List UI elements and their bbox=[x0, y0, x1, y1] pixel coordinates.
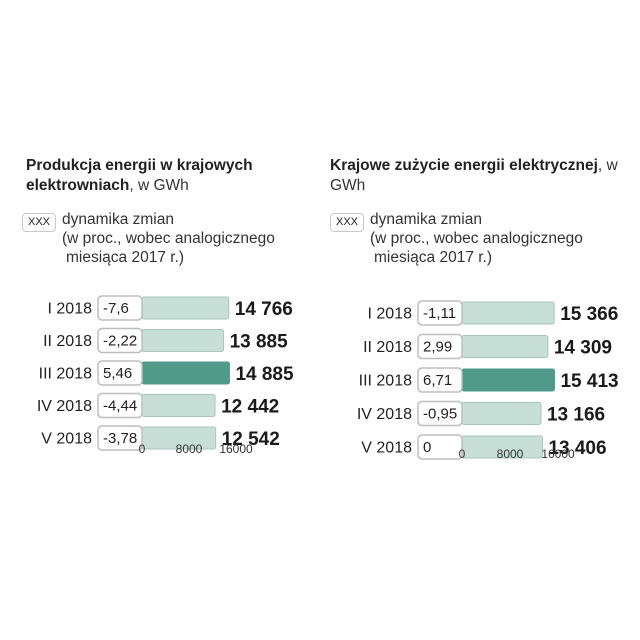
bar-row: IV 2018 -4,44 12 442 bbox=[37, 392, 279, 419]
legend-line-3: miesiąca 2017 r.) bbox=[66, 249, 185, 266]
value-label: 14 885 bbox=[235, 364, 294, 385]
value-label: 12 442 bbox=[221, 397, 279, 418]
bar-row: V 2018 -3,78 12 542 bbox=[41, 425, 280, 451]
legend-line-1: dynamika zmian bbox=[370, 211, 482, 228]
category-label: IV 2018 bbox=[37, 398, 92, 415]
change-label: -1,11 bbox=[423, 305, 456, 322]
chart-title-main: Krajowe zużycie energii elektrycznej bbox=[330, 157, 598, 174]
category-label: III 2018 bbox=[39, 366, 92, 383]
legend-box: XXX bbox=[22, 213, 56, 232]
legend-line-2: (w proc., wobec analogicznego bbox=[370, 230, 583, 247]
bar bbox=[141, 296, 230, 320]
chart-consumption: Krajowe zużycie energii elektrycznej, w … bbox=[322, 0, 632, 640]
chart-title: Krajowe zużycie energii elektrycznej, w … bbox=[330, 156, 640, 196]
x-tick-label: 8000 bbox=[497, 447, 524, 461]
value-label: 13 166 bbox=[547, 405, 605, 426]
x-tick-label: 8000 bbox=[176, 442, 203, 456]
change-label: 5,46 bbox=[103, 365, 132, 382]
category-label: I 2018 bbox=[368, 306, 413, 323]
bar bbox=[461, 301, 555, 325]
chart-title: Produkcja energii w krajowych elektrowni… bbox=[26, 156, 316, 196]
bar-row: II 2018 -2,22 13 885 bbox=[43, 327, 289, 354]
legend-text: dynamika zmian (w proc., wobec analogicz… bbox=[370, 210, 610, 267]
legend-box: XXX bbox=[330, 213, 364, 232]
category-label: I 2018 bbox=[48, 301, 93, 318]
change-box bbox=[417, 434, 463, 460]
chart-title-unit: , w GWh bbox=[330, 157, 618, 194]
x-tick-label: 16000 bbox=[541, 447, 575, 461]
change-box bbox=[97, 392, 143, 419]
legend-line-1: dynamika zmian bbox=[62, 211, 174, 228]
category-label: III 2018 bbox=[359, 373, 412, 390]
x-tick-label: 16000 bbox=[219, 442, 253, 456]
x-tick-label: 0 bbox=[139, 442, 146, 456]
category-label: II 2018 bbox=[43, 333, 92, 350]
bar bbox=[461, 402, 542, 425]
change-label: 6,71 bbox=[423, 372, 452, 389]
bar bbox=[461, 335, 549, 358]
bar-row: II 2018 2,99 14 309 bbox=[363, 333, 612, 360]
legend-text: dynamika zmian (w proc., wobec analogicz… bbox=[62, 210, 302, 267]
value-label: 15 413 bbox=[560, 371, 618, 392]
change-label: 2,99 bbox=[423, 339, 452, 356]
legend-line-2: (w proc., wobec analogicznego bbox=[62, 230, 275, 247]
chart-title-main: Produkcja energii w krajowych elektrowni… bbox=[26, 157, 253, 194]
change-box bbox=[417, 367, 463, 393]
bar-highlight bbox=[141, 361, 230, 385]
change-label: -2,22 bbox=[103, 333, 137, 350]
change-box bbox=[417, 300, 463, 326]
category-label: V 2018 bbox=[41, 431, 92, 448]
bar-row: V 2018 0 13 406 bbox=[361, 434, 607, 460]
chart-production: Produkcja energii w krajowych elektrowni… bbox=[0, 0, 310, 640]
change-label: -7,6 bbox=[103, 300, 129, 317]
bar-row: I 2018 -1,11 15 366 bbox=[368, 300, 618, 326]
bar-row: I 2018 -7,6 14 766 bbox=[48, 295, 293, 321]
chart-title-unit: , w GWh bbox=[129, 177, 189, 194]
value-label: 14 766 bbox=[235, 299, 293, 320]
change-label: 0 bbox=[423, 439, 431, 456]
bar-row: III 2018 5,46 14 885 bbox=[39, 360, 294, 386]
bar-highlight bbox=[461, 368, 555, 392]
legend-line-3: miesiąca 2017 r.) bbox=[374, 249, 493, 266]
x-tick-label: 0 bbox=[459, 447, 466, 461]
bar-row: IV 2018 -0,95 13 166 bbox=[357, 400, 605, 427]
value-label: 13 885 bbox=[230, 332, 289, 353]
category-label: IV 2018 bbox=[357, 406, 412, 423]
bar-chart: I 2018 -1,11 15 366 II 2018 2,99 14 309 III 20… bbox=[357, 300, 619, 461]
change-label: -0,95 bbox=[423, 406, 457, 423]
change-box bbox=[97, 327, 143, 354]
value-label: 12 542 bbox=[222, 429, 280, 450]
bar-row: III 2018 6,71 15 413 bbox=[359, 367, 619, 393]
category-label: II 2018 bbox=[363, 339, 412, 356]
change-box bbox=[97, 425, 143, 451]
change-box bbox=[417, 333, 463, 360]
category-label: V 2018 bbox=[361, 440, 412, 457]
bar bbox=[141, 394, 216, 417]
change-box bbox=[97, 295, 143, 321]
value-label: 13 406 bbox=[548, 438, 606, 459]
change-label: -3,78 bbox=[103, 430, 137, 447]
value-label: 15 366 bbox=[560, 304, 618, 325]
change-box bbox=[417, 400, 463, 427]
change-label: -4,44 bbox=[103, 398, 137, 415]
change-box bbox=[97, 360, 143, 386]
bar bbox=[141, 329, 225, 352]
bar-chart: I 2018 -7,6 14 766 II 2018 -2,22 13 885 III 20… bbox=[37, 295, 294, 456]
value-label: 14 309 bbox=[554, 338, 612, 359]
